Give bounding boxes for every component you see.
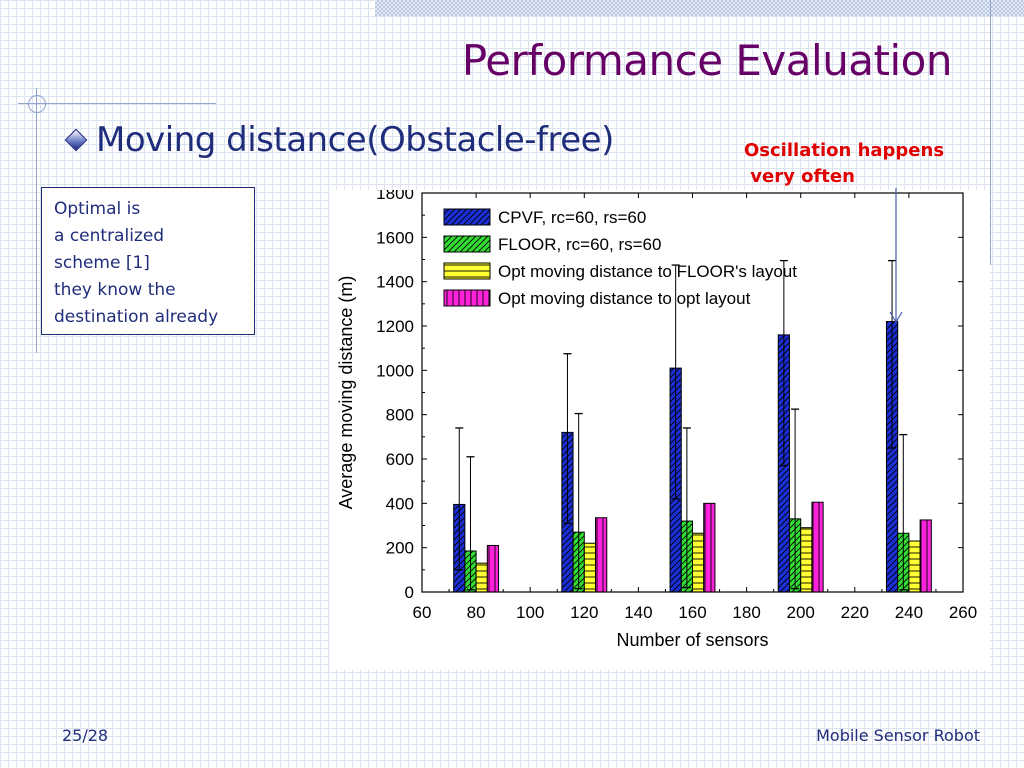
bar-3 xyxy=(908,540,921,593)
x-tick-label: 120 xyxy=(570,603,598,622)
x-axis-label: Number of sensors xyxy=(616,630,768,650)
y-tick-label: 1200 xyxy=(376,317,414,336)
legend-label: CPVF, rc=60, rs=60 xyxy=(498,208,646,227)
y-tick-label: 1600 xyxy=(376,228,414,247)
x-tick-label: 260 xyxy=(949,603,977,622)
y-tick-label: 1800 xyxy=(376,190,414,203)
bar-3 xyxy=(475,562,488,593)
x-tick-label: 180 xyxy=(732,603,760,622)
note-line: a centralized xyxy=(54,226,165,246)
bar-3 xyxy=(800,527,813,593)
bar-chart: 60 80 100 120 140 160 180 200 220 240 260 0 200 400 60… xyxy=(330,184,990,670)
page-title: Performance Evaluation xyxy=(461,36,953,85)
annotation-line: Oscillation happens xyxy=(744,140,945,161)
diamond-bullet-icon xyxy=(64,128,88,152)
slide-number: 25/28 xyxy=(62,726,109,745)
legend-label: Opt moving distance to FLOOR's layout xyxy=(498,262,797,281)
bar-4 xyxy=(703,502,716,593)
legend-label: FLOOR, rc=60, rs=60 xyxy=(498,235,661,254)
bar-3 xyxy=(692,532,705,593)
y-axis-label: Average moving distance (m) xyxy=(336,276,356,510)
note-line: destination already xyxy=(54,307,219,327)
legend-label: Opt moving distance to opt layout xyxy=(498,289,751,308)
bullet-item: Moving distance(Obstacle-free) xyxy=(60,120,614,160)
right-vertical-rule xyxy=(990,0,991,265)
bar-4 xyxy=(919,519,932,593)
x-tick-label: 80 xyxy=(467,603,486,622)
note-line: scheme [1] xyxy=(54,253,150,273)
bar-4 xyxy=(486,544,500,593)
corner-ring xyxy=(28,95,46,113)
y-tick-label: 600 xyxy=(386,450,414,469)
left-vertical-rule xyxy=(36,88,37,353)
legend-swatch xyxy=(443,235,491,253)
note-line: they know the xyxy=(54,280,176,300)
bullet-text: Moving distance(Obstacle-free) xyxy=(96,120,614,160)
x-tick-label: 100 xyxy=(516,603,544,622)
y-tick-label: 200 xyxy=(386,539,414,558)
x-tick-label: 60 xyxy=(413,603,432,622)
x-tick-label: 240 xyxy=(895,603,923,622)
optimal-note-box: Optimal is a centralized scheme [1] they… xyxy=(41,187,255,335)
bar-chart-svg: 60 80 100 120 140 160 180 200 220 240 260 0 200 400 60… xyxy=(336,184,977,650)
bar-4 xyxy=(811,501,824,593)
y-tick-label: 0 xyxy=(405,583,414,602)
note-line: Optimal is xyxy=(54,199,141,219)
bar-3 xyxy=(583,542,597,593)
header-horizontal-rule xyxy=(18,103,216,104)
bar-4 xyxy=(595,517,608,593)
x-tick-label: 220 xyxy=(841,603,869,622)
y-tick-label: 1400 xyxy=(376,273,414,292)
x-tick-label: 160 xyxy=(678,603,706,622)
x-tick-label: 200 xyxy=(787,603,815,622)
y-tick-label: 800 xyxy=(386,406,414,425)
x-tick-label: 140 xyxy=(624,603,652,622)
footer-title: Mobile Sensor Robot xyxy=(816,726,980,745)
legend-swatch xyxy=(443,262,491,280)
annotation-line: very often xyxy=(744,166,855,187)
legend-swatch xyxy=(443,208,491,226)
legend-swatch xyxy=(443,289,491,307)
annotation-arrow-icon xyxy=(889,188,903,324)
y-tick-label: 1000 xyxy=(376,361,414,380)
top-decor-band xyxy=(375,0,1024,16)
oscillation-annotation: Oscillation happens very often xyxy=(744,138,944,190)
y-tick-label: 400 xyxy=(386,494,414,513)
